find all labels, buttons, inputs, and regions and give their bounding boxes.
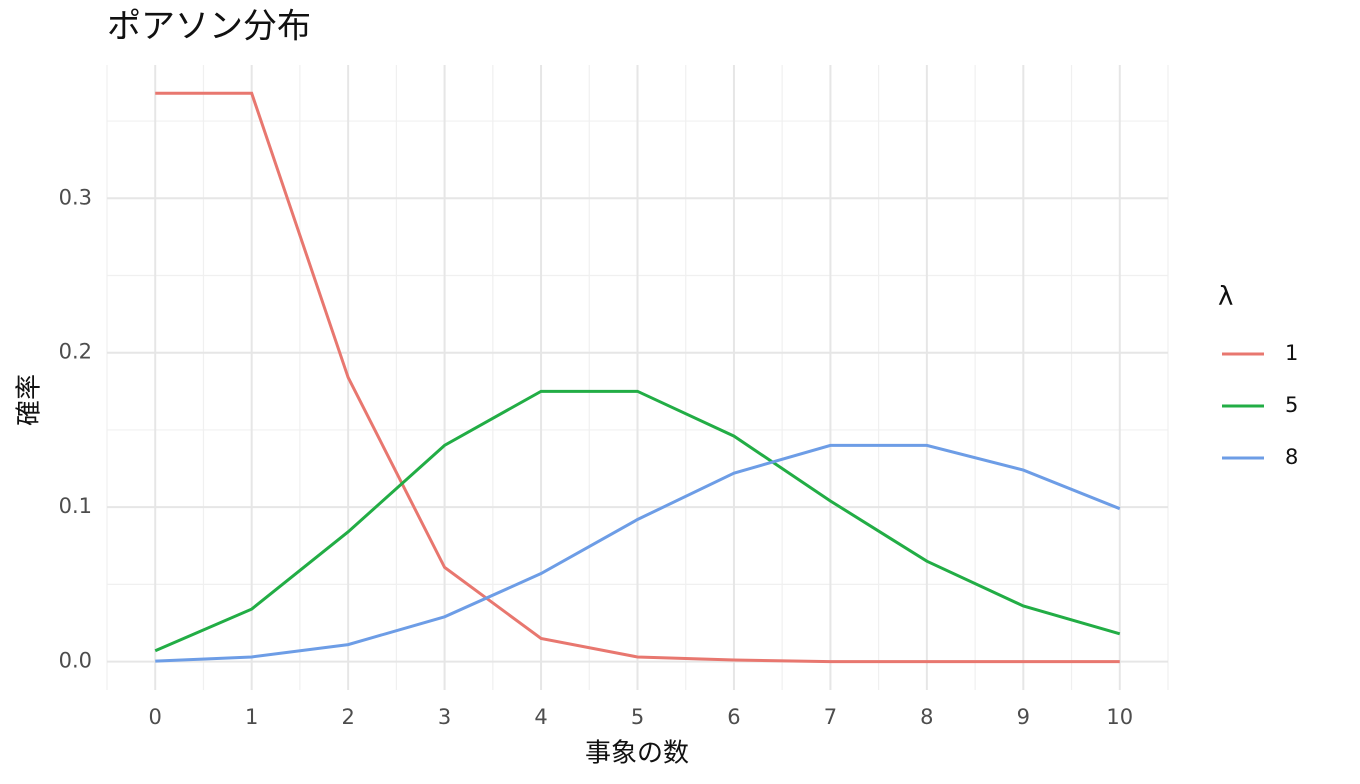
x-tick-label: 1 [245,705,258,729]
legend-label: 5 [1285,393,1298,417]
x-axis-label: 事象の数 [585,739,689,769]
x-tick-label: 7 [824,705,837,729]
series-line [155,91,1120,664]
x-tick-label: 0 [149,705,162,729]
chart-title: ポアソン分布 [107,7,311,47]
y-tick-label: 0.2 [59,340,92,364]
x-tick-label: 5 [631,705,644,729]
x-tick-label: 10 [1106,705,1133,729]
series-line [154,389,1121,653]
x-tick-label: 4 [534,705,547,729]
x-tick-label: 3 [438,705,451,729]
grid [106,65,1169,690]
y-tick-label: 0.3 [59,185,92,209]
legend-title: λ [1218,282,1233,312]
x-tick-label: 9 [1017,705,1030,729]
x-tick-label: 6 [727,705,740,729]
series-line [155,443,1121,663]
y-axis-label: 確率 [15,374,45,426]
legend-label: 8 [1285,445,1298,469]
legend-label: 1 [1285,341,1298,365]
x-tick-label: 2 [341,705,354,729]
y-tick-label: 0.0 [59,649,92,673]
x-tick-label: 8 [920,705,933,729]
y-tick-label: 0.1 [59,494,92,518]
